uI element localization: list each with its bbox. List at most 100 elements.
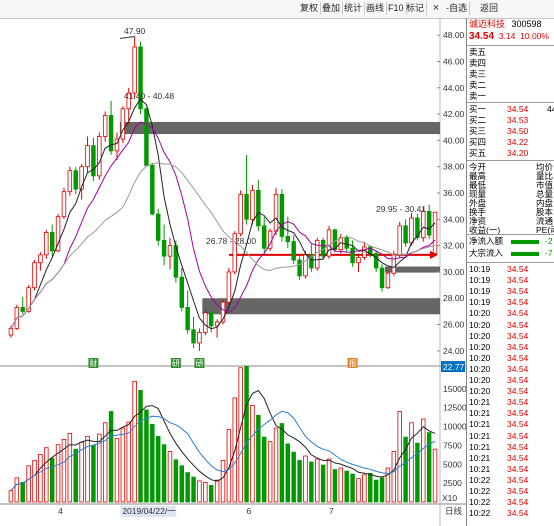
zone3-label: 29.95 - 30.41	[376, 204, 426, 214]
price-axis-label: 28.00	[443, 293, 465, 303]
candle	[267, 228, 273, 251]
price-zone	[119, 121, 441, 135]
candle	[273, 187, 279, 236]
volume-bar	[214, 479, 220, 503]
quote-panel: 诚迈科技 300598 34.54 3.14 10.00% 卖五 卖四 卖三 卖二 卖一…	[467, 18, 554, 526]
volume-bar	[362, 474, 367, 503]
volume-bar	[432, 448, 438, 503]
stat-label: 净资	[469, 216, 487, 226]
buy-level-volume: 44	[547, 104, 554, 114]
tick-time: 10:20	[469, 319, 491, 330]
candle	[309, 244, 314, 272]
buy-level-label: 买五	[469, 148, 487, 158]
price-zone	[384, 266, 440, 273]
candle	[132, 36, 137, 99]
ma5-line	[10, 98, 436, 330]
current-label-box	[441, 361, 465, 373]
volume-bar	[250, 405, 255, 503]
candle	[432, 211, 438, 254]
candle	[167, 237, 173, 270]
candle	[191, 316, 196, 349]
volume-bar	[73, 448, 78, 503]
volume-bar	[20, 481, 25, 503]
candle	[114, 132, 120, 161]
stat-extra-label: 内盘	[536, 198, 554, 208]
draw-line-button[interactable]: 画线	[364, 2, 388, 15]
tick-time: 10:19	[469, 297, 491, 308]
volume-bar	[126, 421, 131, 503]
kline-chart[interactable]: 48.00 46.00 44.00 42.00 40.00 38.00 36.00 34.00…	[0, 18, 466, 526]
volume-bar	[167, 451, 173, 503]
restore-rights-button[interactable]: 复权	[298, 2, 322, 15]
volume-bar	[303, 455, 308, 503]
event-marker[interactable]: 财	[89, 358, 97, 368]
flow-label: 净流入额	[469, 236, 504, 246]
tick-time: 10:19	[469, 275, 491, 286]
volume-bar	[220, 460, 226, 503]
mark-button[interactable]: 标记	[404, 2, 428, 15]
volume-bar	[173, 459, 179, 503]
volume-bar	[85, 435, 90, 503]
stat-extra-label: 流通	[536, 216, 554, 226]
candle	[97, 132, 102, 180]
volume-bar	[185, 472, 190, 503]
volume-bar	[356, 478, 361, 503]
sell-level-label: 卖二	[469, 80, 487, 90]
event-marker-box[interactable]	[194, 358, 205, 368]
tick-price: 34.54	[507, 375, 529, 385]
tick-price: 34.54	[507, 408, 529, 419]
tick-price: 34.54	[507, 419, 529, 430]
tick-price: 34.54	[507, 319, 529, 330]
overlay-button[interactable]: 叠加	[320, 2, 344, 15]
tick-time: 10:21	[469, 441, 491, 452]
statistics-button[interactable]: 统计	[342, 2, 366, 15]
tick-price: 34.54	[507, 352, 529, 363]
candle	[232, 231, 238, 275]
volume-bar	[279, 423, 285, 503]
close-icon[interactable]: ×	[432, 2, 440, 14]
tick-price: 34.54	[507, 308, 529, 319]
volume-bar	[267, 441, 273, 503]
volume-bar	[44, 447, 49, 503]
volume-bar	[144, 409, 149, 503]
toolbar: 复权 叠加 统计 画线 F10 标记 -自选 × 返回	[0, 0, 554, 19]
volume-bar	[338, 467, 344, 503]
volume-bar	[150, 423, 155, 503]
candle	[108, 100, 114, 155]
back-button[interactable]: 返回	[480, 3, 499, 13]
volume-bar	[332, 469, 338, 503]
volume-bar	[379, 477, 385, 503]
volume-bar	[79, 442, 84, 503]
candle	[67, 166, 73, 196]
tick-time: 10:21	[469, 463, 491, 474]
event-marker-box[interactable]	[88, 358, 99, 368]
volume-bar	[397, 411, 402, 503]
event-marker-box[interactable]	[347, 358, 358, 368]
event-marker[interactable]: 研	[172, 359, 180, 368]
candle	[126, 87, 131, 125]
tick-time: 10:21	[469, 408, 491, 419]
candle	[155, 208, 161, 246]
candle	[32, 260, 37, 291]
event-marker[interactable]: 研	[195, 359, 203, 368]
candle	[197, 328, 202, 351]
event-marker[interactable]: 报	[349, 358, 357, 368]
date-axis-label: 2019/04/22/一	[122, 506, 176, 516]
candle	[102, 111, 108, 142]
tick-price: 34.54	[507, 452, 529, 463]
event-marker-box[interactable]	[170, 358, 181, 368]
candle	[426, 204, 432, 240]
candle	[49, 224, 55, 257]
high-pointer	[119, 35, 135, 39]
f10-button[interactable]: F10	[386, 2, 407, 15]
add-watchlist-button[interactable]: -自选	[444, 2, 470, 15]
candle	[256, 179, 261, 232]
buy-level-price: 34.20	[507, 148, 529, 158]
candle	[403, 219, 408, 247]
volume-bar	[132, 380, 137, 503]
candle	[79, 164, 84, 200]
volume-bar	[344, 470, 349, 503]
volume-axis-label: 12500	[443, 403, 466, 413]
tick-price: 34.54	[507, 275, 529, 286]
tick-time: 10:20	[469, 363, 491, 374]
